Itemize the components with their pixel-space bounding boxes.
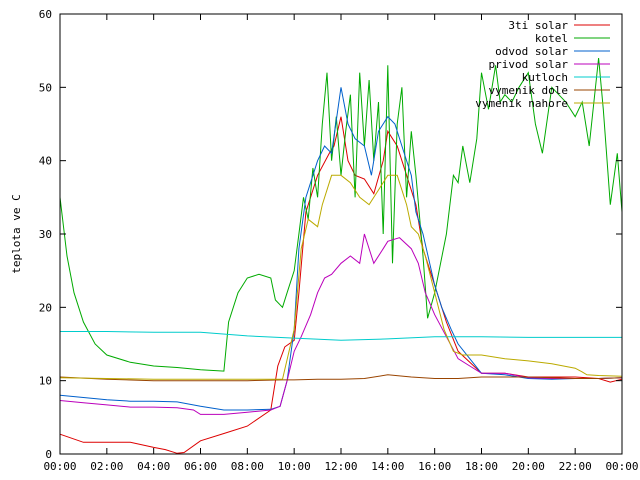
x-tick-label-8: 16:00 — [418, 460, 451, 473]
x-tick-label-11: 22:00 — [559, 460, 592, 473]
y-axis-label: teplota ve C — [10, 194, 23, 273]
x-tick-label-3: 06:00 — [184, 460, 217, 473]
y-tick-label-4: 40 — [39, 155, 52, 168]
x-tick-label-2: 04:00 — [137, 460, 170, 473]
x-tick-label-5: 10:00 — [278, 460, 311, 473]
x-tick-label-0: 00:00 — [43, 460, 76, 473]
legend-label-4: kutloch — [522, 71, 568, 84]
x-tick-label-4: 08:00 — [231, 460, 264, 473]
series-line-4 — [60, 331, 622, 341]
series-line-5 — [59, 374, 623, 382]
x-tick-label-6: 12:00 — [324, 460, 357, 473]
series-line-2 — [59, 87, 623, 411]
x-tick-label-12: 00:00 — [605, 460, 638, 473]
legend-label-1: kotel — [535, 32, 568, 45]
series-line-6 — [59, 174, 623, 380]
series-layer — [59, 57, 623, 454]
y-tick-label-5: 50 — [39, 81, 52, 94]
series-line-3 — [59, 233, 623, 415]
y-tick-label-0: 0 — [45, 448, 52, 461]
y-tick-label-2: 20 — [39, 301, 52, 314]
series-line-1 — [59, 57, 623, 372]
x-tick-label-10: 20:00 — [512, 460, 545, 473]
legend-label-0: 3ti solar — [508, 19, 568, 32]
y-tick-label-3: 30 — [39, 228, 52, 241]
legend-label-5: vymenik dole — [489, 84, 568, 97]
legend-label-3: privod solar — [489, 58, 569, 71]
x-tick-label-9: 18:00 — [465, 460, 498, 473]
legend-label-2: odvod solar — [495, 45, 568, 58]
y-tick-label-6: 60 — [39, 8, 52, 21]
legend-label-6: vymenik nahore — [475, 97, 568, 110]
x-tick-label-1: 02:00 — [90, 460, 123, 473]
x-tick-label-7: 14:00 — [371, 460, 404, 473]
y-tick-label-1: 10 — [39, 375, 52, 388]
ticks-layer: 00:00 02:00 04:00 06:00 08:00 10:00 12:00 14:00… — [39, 8, 639, 473]
